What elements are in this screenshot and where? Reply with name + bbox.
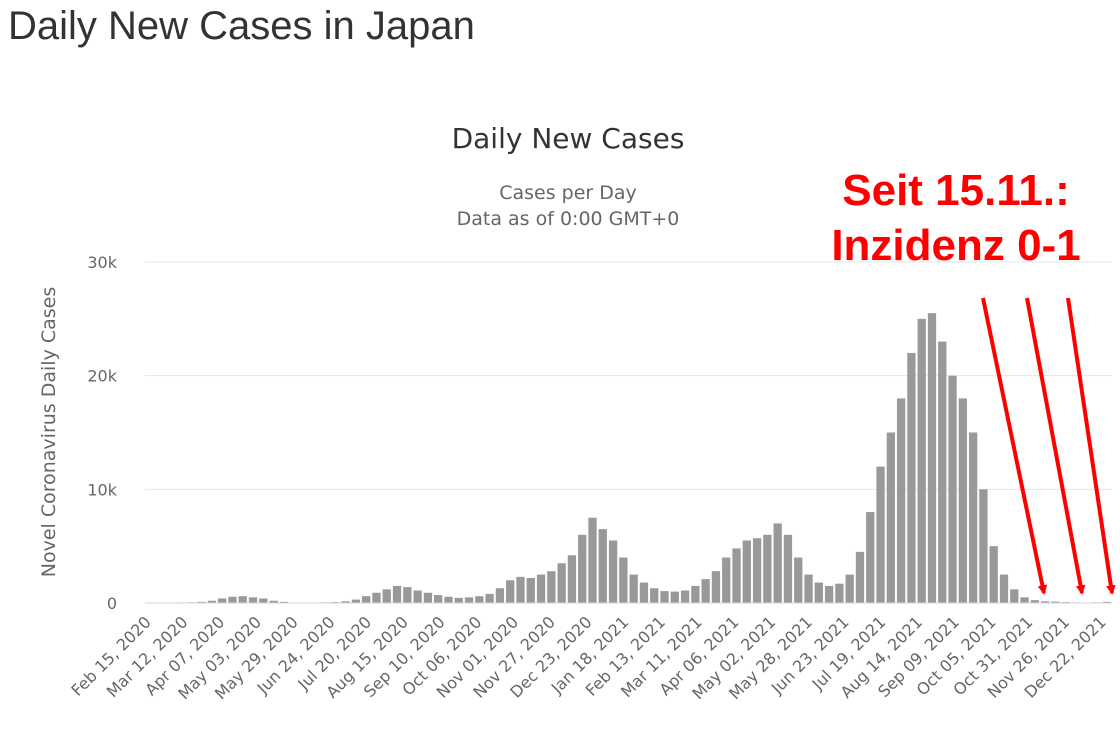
bar (413, 590, 422, 603)
bar (536, 574, 546, 603)
bar (526, 577, 535, 603)
bar (639, 582, 649, 603)
bar (598, 529, 607, 603)
bar (794, 557, 803, 603)
bar (207, 600, 217, 603)
bar (578, 534, 587, 603)
bar (464, 597, 474, 603)
bar (763, 534, 772, 603)
bar (372, 592, 381, 603)
bar (608, 540, 618, 603)
bar (968, 432, 978, 603)
annotation-arrow-1 (981, 297, 1048, 595)
bar (1020, 597, 1029, 603)
bar (1030, 600, 1039, 603)
bar (958, 398, 967, 603)
bar (752, 538, 762, 603)
bar (896, 398, 906, 603)
bar (238, 596, 247, 603)
bar (773, 523, 782, 603)
bar (629, 574, 638, 603)
bar (1010, 589, 1019, 603)
bar (917, 318, 926, 603)
chart-title: Daily New Cases (452, 122, 685, 155)
bar (248, 597, 258, 603)
bar (218, 598, 227, 603)
bar (392, 585, 402, 603)
bar (434, 595, 443, 603)
bar (680, 590, 690, 603)
bar (670, 591, 679, 603)
y-tick-label: 30k (87, 253, 117, 272)
bar (362, 596, 371, 603)
y-tick-label: 0 (107, 594, 117, 613)
bar (1040, 601, 1050, 603)
chart-subtitle-line-2: Data as of 0:00 GMT+0 (457, 208, 680, 230)
bar (876, 466, 885, 603)
bar (269, 600, 278, 603)
bar (547, 571, 556, 603)
bar-series (146, 313, 1111, 603)
chart-subtitle-line-1: Cases per Day (499, 182, 637, 204)
y-tick-label: 10k (87, 480, 117, 499)
y-axis-ticks: 0 10k 20k 30k (87, 253, 117, 613)
bar (403, 587, 412, 603)
bar (1051, 601, 1060, 603)
bar (259, 598, 268, 603)
bar (979, 489, 988, 603)
bar (711, 571, 721, 603)
bar (660, 591, 669, 603)
bar (485, 593, 494, 603)
annotation-line-1: Seit 15.11.: (842, 166, 1069, 215)
bar (722, 557, 731, 603)
bar (454, 597, 463, 603)
bar (927, 313, 937, 603)
bar (423, 592, 433, 603)
bar (506, 580, 515, 603)
bar (701, 579, 710, 603)
bar (886, 432, 895, 603)
page-title: Daily New Cases in Japan (8, 4, 475, 48)
bar (824, 585, 834, 603)
bar (351, 599, 361, 603)
bar (835, 583, 844, 603)
bar (783, 534, 793, 603)
y-tick-label: 20k (87, 367, 117, 386)
bar (516, 576, 525, 603)
bar (1102, 601, 1111, 603)
bar (845, 574, 854, 603)
bar (197, 601, 206, 603)
bar (989, 546, 998, 603)
bar (444, 596, 453, 603)
annotation-arrow-3 (1066, 297, 1116, 595)
bar (907, 352, 916, 603)
y-axis-title: Novel Coronavirus Daily Cases (38, 287, 60, 578)
bar (938, 341, 947, 603)
bar (495, 588, 505, 603)
bar (557, 563, 566, 603)
bar (866, 512, 875, 603)
annotation-arrow-2 (1025, 297, 1086, 595)
bar (742, 540, 751, 603)
bar (567, 555, 577, 603)
bar (650, 588, 659, 603)
bar (804, 574, 813, 603)
bar (855, 551, 865, 603)
bar (341, 601, 350, 603)
bar (382, 589, 391, 603)
bar (691, 585, 700, 603)
bar (814, 582, 823, 603)
bar (475, 596, 484, 603)
bar (619, 557, 628, 603)
annotation-line-2: Inzidenz 0-1 (831, 221, 1080, 270)
bar (588, 517, 597, 603)
bar (948, 375, 957, 603)
bar (732, 548, 741, 603)
bar (228, 596, 237, 603)
bar (999, 574, 1009, 603)
bar (279, 601, 289, 603)
